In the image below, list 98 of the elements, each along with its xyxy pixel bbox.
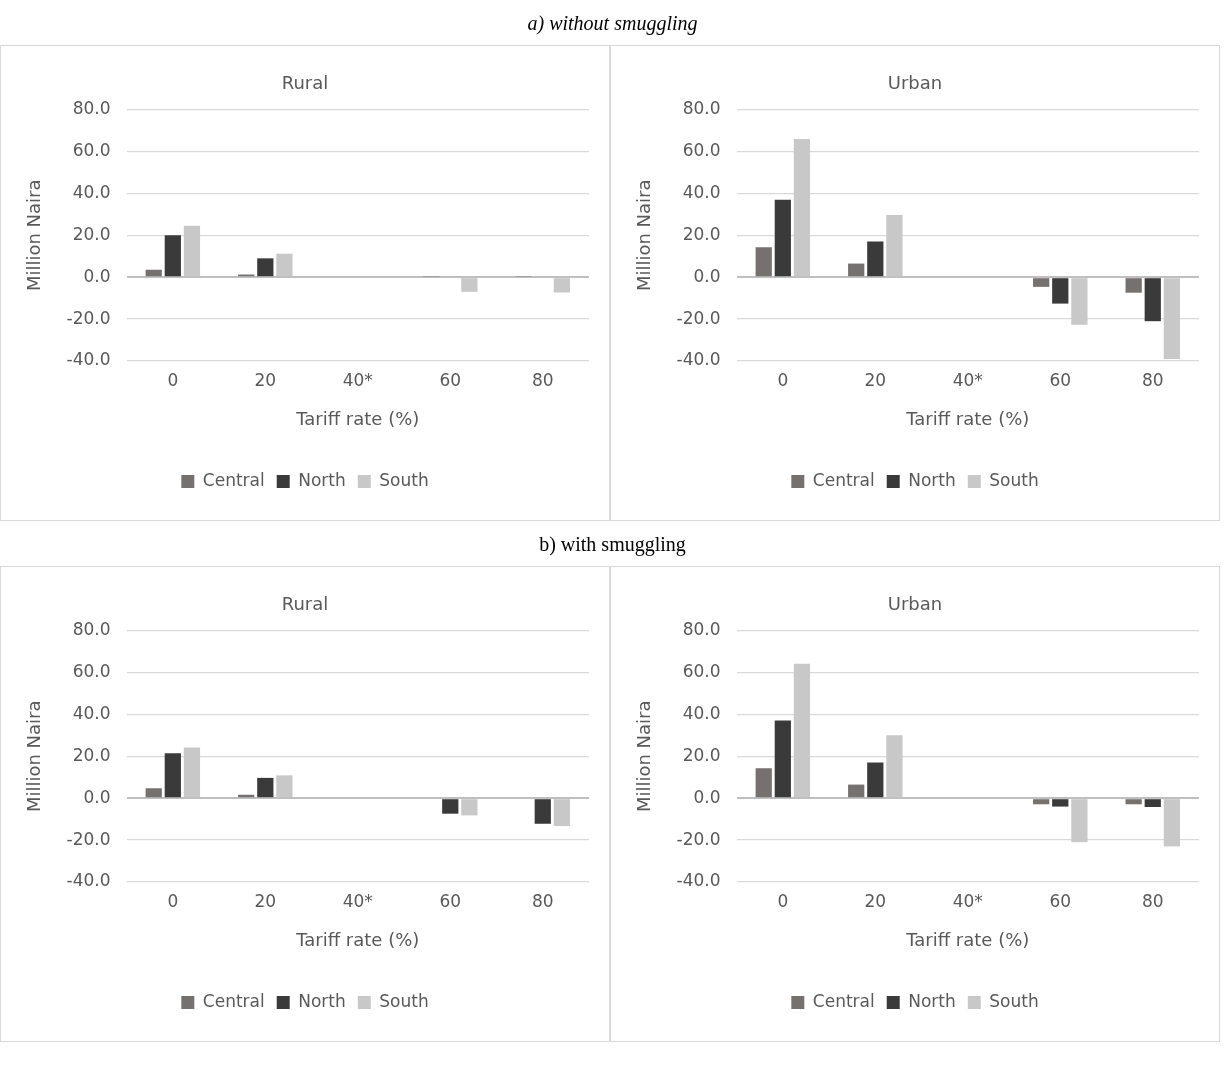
- bar: [1125, 278, 1142, 293]
- y-tick-label: 60.0: [72, 660, 111, 681]
- chart-subtitle: a) without smuggling: [526, 11, 699, 37]
- y-axis-title: Million Naira: [633, 179, 655, 292]
- y-tick-label: 60.0: [72, 139, 111, 160]
- x-tick-label: 20: [254, 369, 277, 390]
- legend-label: North: [298, 990, 346, 1011]
- x-tick-label: 0: [777, 369, 789, 390]
- x-tick-label: 80: [1141, 369, 1164, 390]
- bar: [755, 768, 772, 798]
- legend-label: Central: [812, 990, 875, 1011]
- legend-label: South: [379, 990, 429, 1011]
- x-tick-label: 20: [864, 890, 887, 911]
- y-tick-label: 60.0: [682, 660, 721, 681]
- x-tick-label: 60: [1049, 369, 1072, 390]
- y-tick-label: 0.0: [83, 786, 111, 807]
- bar: [1144, 278, 1161, 322]
- legend-label: South: [989, 990, 1039, 1011]
- bar: [774, 720, 791, 798]
- x-tick-label: 0: [167, 890, 179, 911]
- x-axis-title: Tariff rate (%): [295, 928, 420, 950]
- x-tick-label: 20: [254, 890, 277, 911]
- chart-title: Urban: [887, 72, 943, 94]
- chart-subtitle: b) with smuggling: [538, 532, 687, 558]
- bar: [164, 753, 181, 798]
- x-tick-label: 40*: [342, 890, 373, 911]
- bar: [257, 258, 274, 277]
- legend-label: North: [298, 469, 346, 490]
- legend-label: Central: [202, 990, 265, 1011]
- x-tick-label: 40*: [952, 890, 983, 911]
- y-tick-label: -20.0: [66, 307, 111, 328]
- bar: [1052, 278, 1069, 304]
- y-tick-label: 20.0: [72, 223, 111, 244]
- bar: [164, 235, 181, 277]
- bar: [1144, 799, 1161, 807]
- bar: [1033, 799, 1050, 805]
- legend-label: Central: [812, 469, 875, 490]
- bar: [145, 788, 162, 798]
- chart-title: Rural: [281, 72, 329, 94]
- x-tick-label: 60: [439, 890, 462, 911]
- y-tick-label: 40.0: [682, 702, 721, 723]
- bar: [848, 263, 865, 277]
- y-tick-label: 0.0: [693, 786, 721, 807]
- bar: [848, 784, 865, 798]
- y-tick-label: -20.0: [676, 307, 721, 328]
- y-tick-label: 60.0: [682, 139, 721, 160]
- y-tick-label: 80.0: [682, 619, 721, 640]
- y-tick-label: 40.0: [72, 181, 111, 202]
- y-axis-title: Million Naira: [23, 179, 45, 292]
- legend-label: North: [908, 990, 956, 1011]
- bar: [867, 762, 884, 798]
- x-axis-title: Tariff rate (%): [905, 407, 1030, 429]
- x-tick-label: 80: [531, 369, 554, 390]
- legend-label: South: [379, 469, 429, 490]
- y-axis-title: Million Naira: [23, 700, 45, 813]
- x-tick-label: 60: [439, 369, 462, 390]
- y-tick-label: -20.0: [676, 828, 721, 849]
- bar: [755, 247, 772, 277]
- y-tick-label: 20.0: [682, 223, 721, 244]
- y-tick-label: 80.0: [682, 98, 721, 119]
- y-tick-label: 80.0: [72, 98, 111, 119]
- y-tick-label: -40.0: [66, 349, 111, 370]
- x-tick-label: 40*: [952, 369, 983, 390]
- y-tick-label: -20.0: [66, 828, 111, 849]
- x-axis-title: Tariff rate (%): [905, 928, 1030, 950]
- bar: [257, 777, 274, 798]
- bar: [1033, 278, 1050, 287]
- x-tick-label: 80: [1141, 890, 1164, 911]
- x-tick-label: 0: [777, 890, 789, 911]
- chart-title: Rural: [281, 593, 329, 615]
- y-tick-label: 40.0: [682, 181, 721, 202]
- bar: [534, 799, 551, 824]
- y-tick-label: 20.0: [72, 744, 111, 765]
- x-tick-label: 40*: [342, 369, 373, 390]
- y-tick-label: -40.0: [676, 870, 721, 891]
- y-tick-label: 40.0: [72, 702, 111, 723]
- x-tick-label: 60: [1049, 890, 1072, 911]
- legend-label: Central: [202, 469, 265, 490]
- y-axis-title: Million Naira: [633, 700, 655, 813]
- x-tick-label: 0: [167, 369, 179, 390]
- bar: [1052, 799, 1069, 807]
- bar: [1125, 799, 1142, 805]
- y-tick-label: 0.0: [83, 265, 111, 286]
- bar: [145, 269, 162, 277]
- legend-label: North: [908, 469, 956, 490]
- bar: [442, 799, 459, 814]
- y-tick-label: -40.0: [66, 870, 111, 891]
- bar: [774, 199, 791, 277]
- y-tick-label: 0.0: [693, 265, 721, 286]
- legend-label: South: [989, 469, 1039, 490]
- chart-title: Urban: [887, 593, 943, 615]
- x-tick-label: 80: [531, 890, 554, 911]
- bar: [867, 241, 884, 277]
- x-tick-label: 20: [864, 369, 887, 390]
- y-tick-label: -40.0: [676, 349, 721, 370]
- x-axis-title: Tariff rate (%): [295, 407, 420, 429]
- y-tick-label: 80.0: [72, 619, 111, 640]
- y-tick-label: 20.0: [682, 744, 721, 765]
